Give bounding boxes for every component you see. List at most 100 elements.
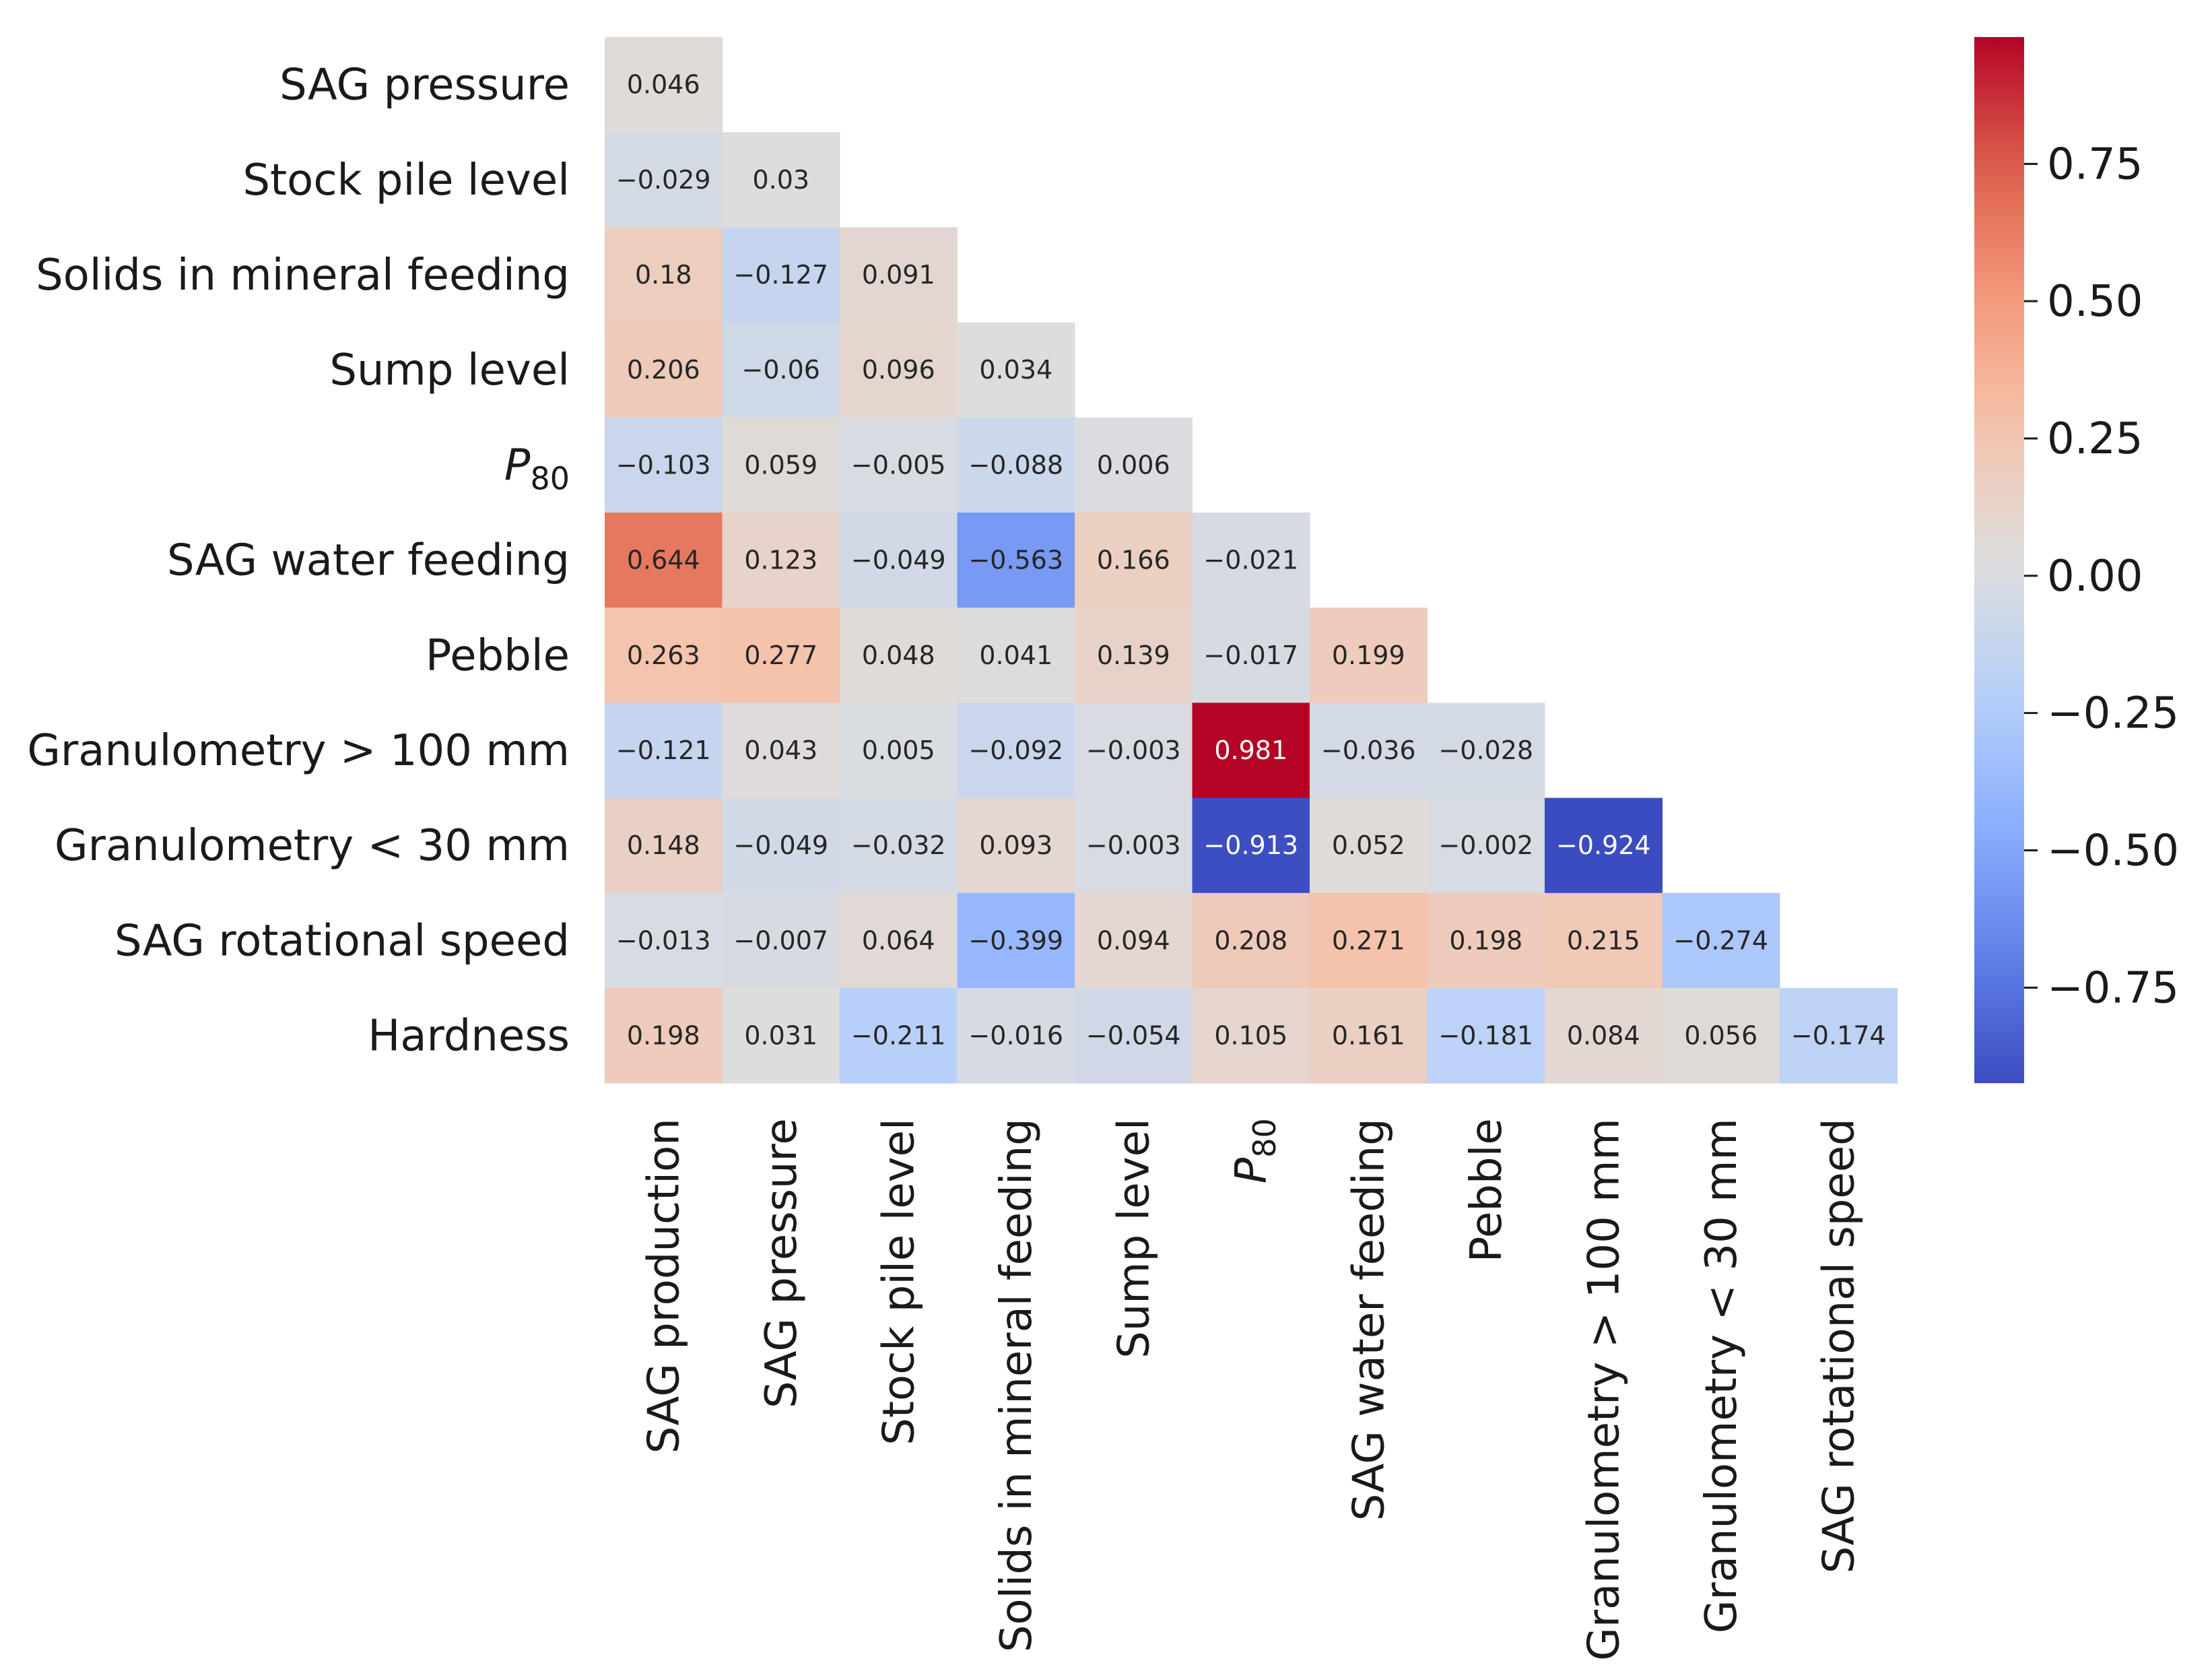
- cell-value-label: −0.563: [968, 546, 1063, 575]
- column-label: SAG water feeding: [1344, 1118, 1394, 1521]
- cell-value-label: −0.274: [1673, 925, 1768, 955]
- cell-value-label: −0.013: [616, 925, 711, 955]
- cell-value-label: 0.034: [979, 355, 1052, 385]
- heatmap-cell: [957, 988, 1075, 1084]
- cell-value-label: −0.127: [733, 260, 828, 290]
- colorbar-tick-label: 0.50: [2047, 277, 2143, 327]
- cell-value-label: 0.005: [862, 736, 935, 765]
- row-labels: SAG pressure Stock pile level Solids in mi…: [27, 61, 570, 1061]
- column-label: Stock pile level: [874, 1118, 924, 1445]
- heatmap-cell: [840, 513, 958, 608]
- heatmap-cell: [605, 608, 723, 703]
- heatmap-cell: [722, 608, 840, 703]
- heatmap-cell: [722, 132, 840, 228]
- cell-value-label: 0.043: [744, 736, 817, 765]
- heatmap-cell: [840, 988, 958, 1084]
- colorbar-tick-label: −0.50: [2047, 826, 2179, 876]
- heatmap-cell: [840, 797, 958, 894]
- cell-value-label: 0.199: [1332, 641, 1405, 670]
- heatmap-cell: [1075, 892, 1193, 989]
- heatmap-cell: [840, 417, 958, 513]
- heatmap-cell: [1427, 797, 1545, 894]
- heatmap-cell: [957, 417, 1075, 513]
- heatmap-cell: [957, 608, 1075, 703]
- colorbar-tick-label: 0.25: [2047, 414, 2143, 464]
- cell-value-label: 0.084: [1567, 1021, 1640, 1051]
- heatmap-cell: [1427, 892, 1545, 989]
- heatmap-cell: [722, 227, 840, 323]
- heatmap-cell: [1780, 988, 1898, 1084]
- heatmap-cell: [605, 37, 723, 133]
- cell-value-label: −0.028: [1438, 736, 1533, 765]
- heatmap-cell: [605, 892, 723, 989]
- row-label: Granulometry > 100 mm: [27, 726, 570, 776]
- heatmap-cell: [1545, 988, 1663, 1084]
- row-label: P80: [504, 440, 570, 496]
- row-label: Hardness: [368, 1012, 570, 1061]
- colorbar: 0.75 0.50 0.25 0.00 −0.25 −0.50 −0.75: [1974, 37, 2179, 1084]
- cell-value-label: 0.263: [627, 641, 700, 670]
- column-label: Granulometry < 30 mm: [1697, 1118, 1747, 1633]
- heatmap-cell: [1310, 797, 1428, 894]
- heatmap-cell: [1545, 797, 1663, 894]
- heatmap-cell: [957, 322, 1075, 418]
- cell-value-label: −0.174: [1791, 1021, 1886, 1051]
- heatmap-cell: [722, 702, 840, 799]
- column-label: Sump level: [1109, 1118, 1159, 1359]
- cell-value-label: −0.121: [616, 736, 711, 765]
- heatmap-cell: [1310, 988, 1428, 1084]
- cell-value-label: −0.003: [1086, 830, 1181, 860]
- heatmap-cell: [1662, 892, 1780, 989]
- heatmap-cells: 0.046 −0.029 0.03 0.18 −0.127 0.091 0.206 −0.06…: [605, 37, 1898, 1084]
- heatmap-cell: [1310, 892, 1428, 989]
- heatmap-cell: [722, 417, 840, 513]
- cell-value-label: 0.093: [979, 830, 1052, 860]
- heatmap-cell: [1427, 988, 1545, 1084]
- column-label: SAG production: [639, 1118, 689, 1453]
- heatmap-cell: [1545, 892, 1663, 989]
- cell-value-label: −0.049: [733, 830, 828, 860]
- cell-value-label: 0.064: [862, 925, 935, 955]
- heatmap-cell: [722, 322, 840, 418]
- cell-value-label: −0.181: [1438, 1021, 1533, 1051]
- column-label: SAG pressure: [757, 1118, 807, 1408]
- heatmap-cell: [1662, 988, 1780, 1084]
- cell-value-label: 0.123: [744, 546, 817, 575]
- heatmap-cell: [840, 227, 958, 323]
- cell-value-label: −0.032: [851, 830, 946, 860]
- heatmap-cell: [605, 797, 723, 894]
- heatmap-cell: [1192, 702, 1310, 799]
- cell-value-label: 0.161: [1332, 1021, 1405, 1051]
- heatmap-cell: [605, 988, 723, 1084]
- heatmap-cell: [605, 132, 723, 228]
- heatmap-cell: [1075, 702, 1193, 799]
- row-label: SAG pressure: [279, 61, 570, 110]
- cell-value-label: −0.002: [1438, 830, 1533, 860]
- heatmap-cell: [605, 702, 723, 799]
- colorbar-tick-label: 0.75: [2047, 139, 2143, 189]
- cell-value-label: −0.06: [742, 355, 820, 385]
- heatmap-cell: [840, 702, 958, 799]
- cell-value-label: 0.052: [1332, 830, 1405, 860]
- cell-value-label: 0.198: [627, 1021, 700, 1051]
- heatmap-cell: [957, 892, 1075, 989]
- row-label: Stock pile level: [242, 156, 570, 205]
- cell-value-label: 0.056: [1684, 1021, 1757, 1051]
- cell-value-label: −0.017: [1203, 641, 1298, 670]
- cell-value-label: −0.088: [968, 450, 1063, 480]
- heatmap-cell: [722, 797, 840, 894]
- colorbar-tick-label: 0.00: [2047, 552, 2143, 601]
- row-label: SAG water feeding: [167, 536, 570, 586]
- heatmap-cell: [1310, 608, 1428, 703]
- row-label: Pebble: [426, 631, 570, 681]
- cell-value-label: 0.094: [1097, 925, 1170, 955]
- cell-value-label: −0.007: [733, 925, 828, 955]
- colorbar-tick-label: −0.75: [2047, 963, 2179, 1013]
- heatmap-cell: [1075, 797, 1193, 894]
- cell-value-label: 0.105: [1214, 1021, 1287, 1051]
- cell-value-label: 0.096: [862, 355, 935, 385]
- cell-value-label: −0.054: [1086, 1021, 1181, 1051]
- heatmap-cell: [722, 513, 840, 608]
- heatmap-cell: [605, 513, 723, 608]
